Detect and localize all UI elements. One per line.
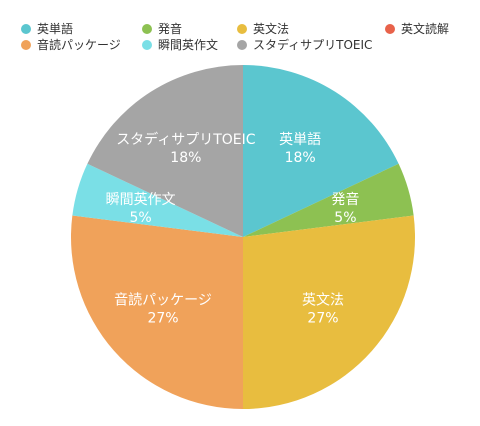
slice-percent-label: 5% (129, 210, 151, 226)
slice-label-group: 発音 5% (331, 191, 359, 226)
slice-label-group: 瞬間英作文 5% (106, 191, 176, 226)
legend-item[interactable]: 英文法 (237, 21, 289, 36)
slice-category-label: 瞬間英作文 (106, 191, 176, 208)
legend-item[interactable]: 瞬間英作文 (142, 37, 218, 52)
legend-marker (21, 40, 31, 50)
slice-percent-label: 27% (147, 311, 178, 327)
slice-percent-label: 27% (307, 311, 338, 327)
legend-item[interactable]: 英単語 (21, 21, 73, 36)
pie-slices (71, 65, 416, 409)
legend-item[interactable]: 発音 (142, 21, 182, 36)
legend-marker (21, 24, 31, 34)
slice-category-label: 英文法 (302, 292, 344, 309)
slice-percent-label: 18% (170, 150, 201, 166)
legend-marker (142, 24, 152, 34)
pie-slice[interactable] (243, 163, 414, 237)
legend-marker (237, 24, 247, 34)
legend-label: スタディサプリTOEIC (253, 37, 372, 52)
legend-item[interactable]: 音読パッケージ (21, 37, 121, 52)
pie-slice[interactable] (243, 65, 399, 237)
legend-label: 瞬間英作文 (158, 37, 218, 52)
legend-item[interactable]: スタディサプリTOEIC (237, 37, 372, 52)
slice-label-group: 英単語 18% (279, 131, 321, 166)
legend-label: 音読パッケージ (37, 37, 121, 52)
slice-category-label: スタディサプリTOEIC (116, 131, 256, 148)
legend-label: 英文法 (253, 21, 289, 36)
slice-label-group: スタディサプリTOEIC 18% (116, 131, 256, 166)
pie-slice[interactable] (243, 215, 416, 409)
legend-marker (142, 40, 152, 50)
legend-label: 英文読解 (401, 21, 449, 36)
pie-slice[interactable] (71, 215, 244, 409)
slice-category-label: 発音 (331, 191, 359, 208)
slice-percent-label: 5% (334, 210, 356, 226)
slice-category-label: 音読パッケージ (114, 292, 212, 309)
legend-label: 英単語 (37, 21, 73, 36)
slice-label-group: 音読パッケージ 27% (114, 292, 212, 327)
pie-slice[interactable] (72, 163, 244, 237)
slice-percent-label: 18% (285, 150, 316, 166)
legend-item[interactable]: 英文読解 (385, 21, 449, 36)
legend-marker (385, 24, 395, 34)
pie-slice[interactable] (87, 65, 243, 237)
legend-label: 発音 (158, 21, 182, 36)
slice-label-group: 英文法 27% (302, 292, 344, 327)
slice-category-label: 英単語 (279, 131, 321, 148)
slice-labels: 英単語 18% 発音 5% 英文法 27% 音読パッケージ 27% 瞬間英作文 5% スタディサプリ… (106, 131, 360, 327)
legend-marker (237, 40, 247, 50)
